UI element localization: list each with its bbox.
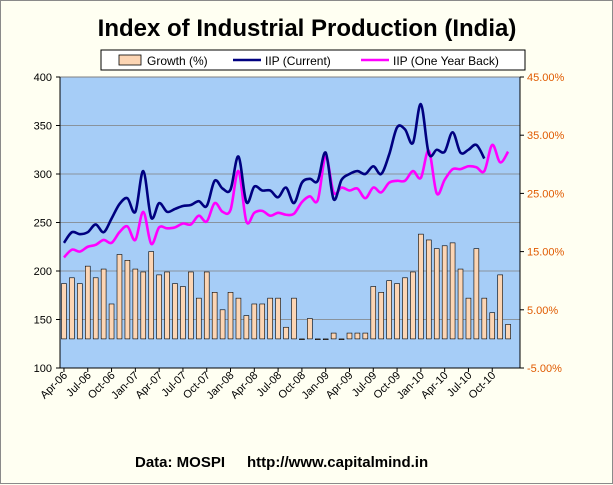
growth-bar-51 (457, 268, 464, 340)
growth-bar-32 (307, 318, 313, 340)
growth-bar-20 (211, 292, 218, 340)
growth-bar-38 (354, 332, 361, 340)
growth-bar-21 (219, 309, 226, 340)
x-tick-Apr-08: Apr-08 (229, 370, 261, 402)
growth-bar-47 (426, 239, 432, 340)
growth-bar-18 (196, 297, 202, 340)
growth-bar-45 (410, 271, 416, 340)
growth-bar-55 (489, 312, 495, 340)
chart-title: Index of Industrial Production (India) (98, 15, 517, 42)
growth-bar-9 (124, 260, 131, 340)
growth-bar-49 (441, 245, 448, 340)
footer-url: http://www.capitalmind.in (247, 454, 428, 471)
growth-bar-44 (402, 277, 408, 340)
growth-bar-50 (449, 242, 456, 340)
growth-bar-52 (465, 297, 472, 340)
growth-bar-37 (346, 332, 353, 340)
growth-bar-30 (291, 297, 297, 340)
growth-bar-19 (203, 271, 210, 340)
growth-bar-35 (330, 332, 337, 340)
legend-label-growth: Growth (%) (147, 54, 208, 68)
y-left-tick-300: 300 (34, 169, 52, 181)
growth-bar-12 (148, 251, 154, 340)
y-left-tick-200: 200 (34, 266, 52, 278)
growth-bar-24 (243, 315, 250, 340)
growth-bar-36 (338, 338, 345, 340)
growth-bar-28 (275, 297, 281, 340)
growth-bar-10 (132, 268, 139, 340)
growth-bar-56 (497, 274, 503, 340)
y-left-tick-250: 250 (34, 218, 52, 230)
legend: Growth (%) IIP (Current) IIP (One Year B… (100, 49, 526, 71)
growth-bar-41 (378, 292, 384, 340)
y-left-tick-350: 350 (34, 121, 52, 133)
y-right-tick-15.00%: 15.00% (527, 247, 565, 259)
legend-swatch-growth (118, 54, 142, 66)
growth-bar-31 (299, 338, 305, 340)
x-tick-Apr-10: Apr-10 (419, 370, 451, 402)
growth-bar-53 (473, 248, 480, 340)
growth-bar-54 (481, 297, 488, 340)
y-left-tick-400: 400 (34, 72, 52, 84)
growth-bar-25 (251, 303, 258, 340)
growth-bar-46 (418, 233, 424, 340)
growth-bar-4 (85, 265, 91, 340)
footer-source: Data: MOSPI (135, 454, 225, 471)
growth-bar-16 (180, 286, 186, 340)
legend-label-iip-year-back: IIP (One Year Back) (393, 54, 499, 68)
x-tick-Apr-07: Apr-07 (133, 370, 165, 402)
growth-bar-26 (259, 303, 265, 340)
y-right-tick-5.00%: 5.00% (527, 305, 558, 317)
growth-bar-5 (92, 277, 99, 340)
growth-bar-8 (116, 254, 123, 340)
growth-bar-39 (362, 332, 369, 340)
iip-lines (62, 102, 510, 259)
y-right-tick-45.00%: 45.00% (527, 72, 565, 84)
y-left-tick-150: 150 (34, 315, 52, 327)
growth-bar-33 (314, 338, 321, 340)
growth-bar-17 (188, 271, 194, 340)
growth-bar-11 (140, 271, 147, 340)
y-right-tick--5.00%: -5.00% (527, 363, 562, 375)
growth-bar-27 (267, 297, 273, 340)
growth-bar-13 (156, 274, 162, 340)
growth-bar-48 (433, 248, 440, 340)
growth-bar-42 (386, 280, 392, 340)
growth-bar-6 (100, 268, 107, 340)
legend-box (100, 49, 526, 71)
growth-bar-1 (61, 283, 67, 340)
y-left-tick-100: 100 (34, 363, 52, 375)
growth-bar-29 (283, 326, 289, 340)
y-right-tick-35.00%: 35.00% (527, 130, 565, 142)
growth-bar-34 (322, 338, 329, 340)
growth-bar-22 (227, 292, 234, 340)
iip-year-back-line (63, 143, 510, 259)
growth-bar-3 (77, 283, 83, 340)
growth-bar-7 (108, 303, 115, 340)
iip-current-line (62, 102, 486, 244)
y-right-tick-25.00%: 25.00% (527, 188, 565, 200)
growth-bar-23 (235, 297, 242, 340)
growth-bar-40 (370, 286, 377, 340)
legend-label-iip-current: IIP (Current) (265, 54, 331, 68)
growth-bar-57 (505, 324, 511, 340)
growth-bar-15 (172, 283, 178, 340)
x-tick-Apr-09: Apr-09 (324, 370, 356, 402)
x-tick-Oct-10: Oct-10 (467, 370, 499, 402)
growth-bar-2 (69, 277, 75, 340)
growth-bar-14 (164, 271, 170, 340)
axes (56, 76, 524, 372)
growth-bars (61, 233, 511, 340)
growth-bar-43 (394, 283, 400, 340)
